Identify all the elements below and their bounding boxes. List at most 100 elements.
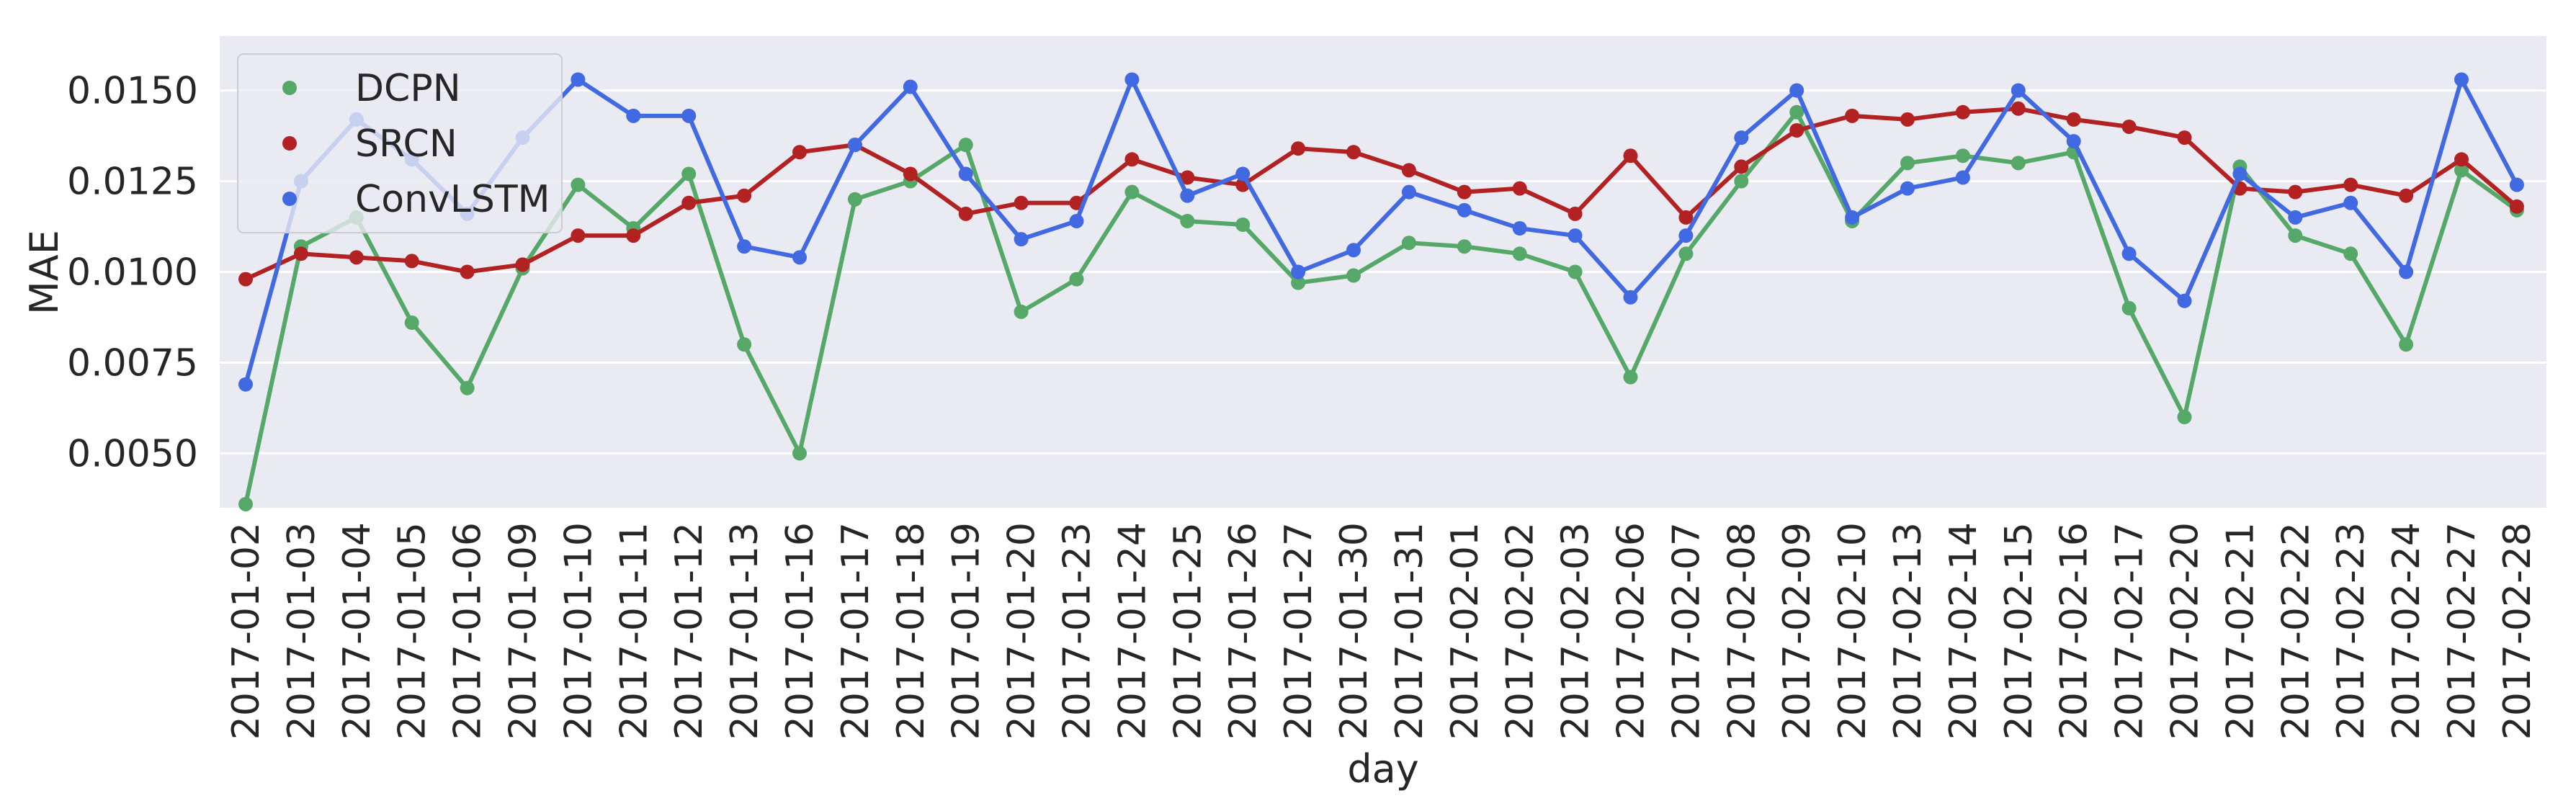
data-point [1789,104,1804,120]
data-point [2343,195,2358,210]
series-line [243,77,2519,385]
x-tick-label: 2017-02-10 [1831,522,1874,740]
data-point [1845,108,1860,123]
data-point [792,446,807,461]
legend-label: DCPN [355,67,461,110]
x-axis-label: day [1347,746,1418,792]
data-point [1291,264,1306,279]
data-point [1955,170,1970,185]
x-tick-label: 2017-01-31 [1388,522,1431,740]
x-tick-label: 2017-01-03 [280,522,323,740]
data-point [1789,83,1804,98]
data-point [571,228,586,243]
data-point [1401,163,1416,178]
data-point [2343,246,2358,261]
data-point [2121,246,2137,261]
data-point [238,377,253,392]
data-point [1069,272,1084,287]
y-tick-label: 0.0100 [67,251,198,295]
x-tick-label: 2017-02-17 [2108,522,2152,740]
x-tick-label: 2017-01-11 [612,522,656,740]
data-point [792,145,807,160]
x-tick-label: 2017-01-09 [502,522,545,740]
legend-marker [282,81,297,95]
y-tick-label: 0.0050 [67,432,198,475]
series-srcn [238,101,2524,287]
data-point [903,166,918,182]
data-point [1567,264,1583,279]
data-point [1124,184,1140,200]
data-point [349,250,364,265]
data-point [1014,195,1029,210]
data-point [1180,213,1195,228]
data-point [2177,130,2192,145]
data-point [460,264,475,279]
x-tick-label: 2017-01-27 [1277,522,1320,740]
series-group [238,72,2524,511]
x-tick-label: 2017-02-01 [1444,522,1487,740]
x-tick-label: 2017-02-24 [2385,522,2428,740]
data-point [2288,228,2303,243]
series-line [243,109,2518,505]
data-point [1955,104,1970,120]
data-point [737,188,752,203]
data-point [1069,213,1084,228]
data-point [737,337,752,352]
y-tick-label: 0.0125 [67,161,198,204]
data-point [1623,369,1638,385]
x-tick-label: 2017-01-10 [557,522,600,740]
data-point [1014,304,1029,319]
legend: DCPN SRCN ConvLSTM [237,53,563,233]
x-tick-label: 2017-01-17 [834,522,877,740]
data-point [2177,410,2192,425]
x-tick-label: 2017-02-28 [2496,522,2539,740]
x-tick-label: 2017-02-14 [1942,522,1985,740]
data-point [737,239,752,254]
data-point [1845,210,1860,225]
data-point [1955,148,1970,163]
data-point [2399,188,2414,203]
data-point [958,138,973,153]
x-tick-label: 2017-02-20 [2164,522,2207,740]
legend-marker [282,192,297,206]
data-point [681,108,697,123]
data-point [958,166,973,182]
data-point [681,195,697,210]
data-point [238,272,253,287]
x-tick-label: 2017-01-30 [1333,522,1376,740]
data-point [626,228,641,243]
x-tick-label: 2017-02-07 [1665,522,1708,740]
data-point [2121,300,2137,315]
data-point [1014,232,1029,247]
data-point [681,166,697,182]
data-point [1900,181,1915,196]
x-tick-label: 2017-02-03 [1555,522,1598,740]
data-point [2288,184,2303,200]
data-point [293,246,308,261]
data-point [2399,337,2414,352]
x-tick-label: 2017-02-21 [2219,522,2262,740]
data-point [792,250,807,265]
data-point [847,138,862,153]
data-point [1457,202,1472,218]
data-point [1401,236,1416,251]
data-point [2011,101,2026,116]
data-point [1457,239,1472,254]
data-point [958,206,973,221]
data-point [2232,166,2248,182]
data-point [1734,174,1749,189]
data-point [404,254,419,269]
data-point [1346,145,1361,160]
data-point [1180,188,1195,203]
data-point [404,315,419,331]
x-tick-label: 2017-02-16 [2053,522,2096,740]
data-point [1734,159,1749,174]
data-point [238,496,253,511]
x-tick-label: 2017-01-18 [890,522,933,740]
x-tick-label: 2017-02-15 [1998,522,2041,740]
data-point [1567,228,1583,243]
data-point [2509,177,2524,192]
legend-label: ConvLSTM [355,178,550,221]
data-point [460,380,475,395]
